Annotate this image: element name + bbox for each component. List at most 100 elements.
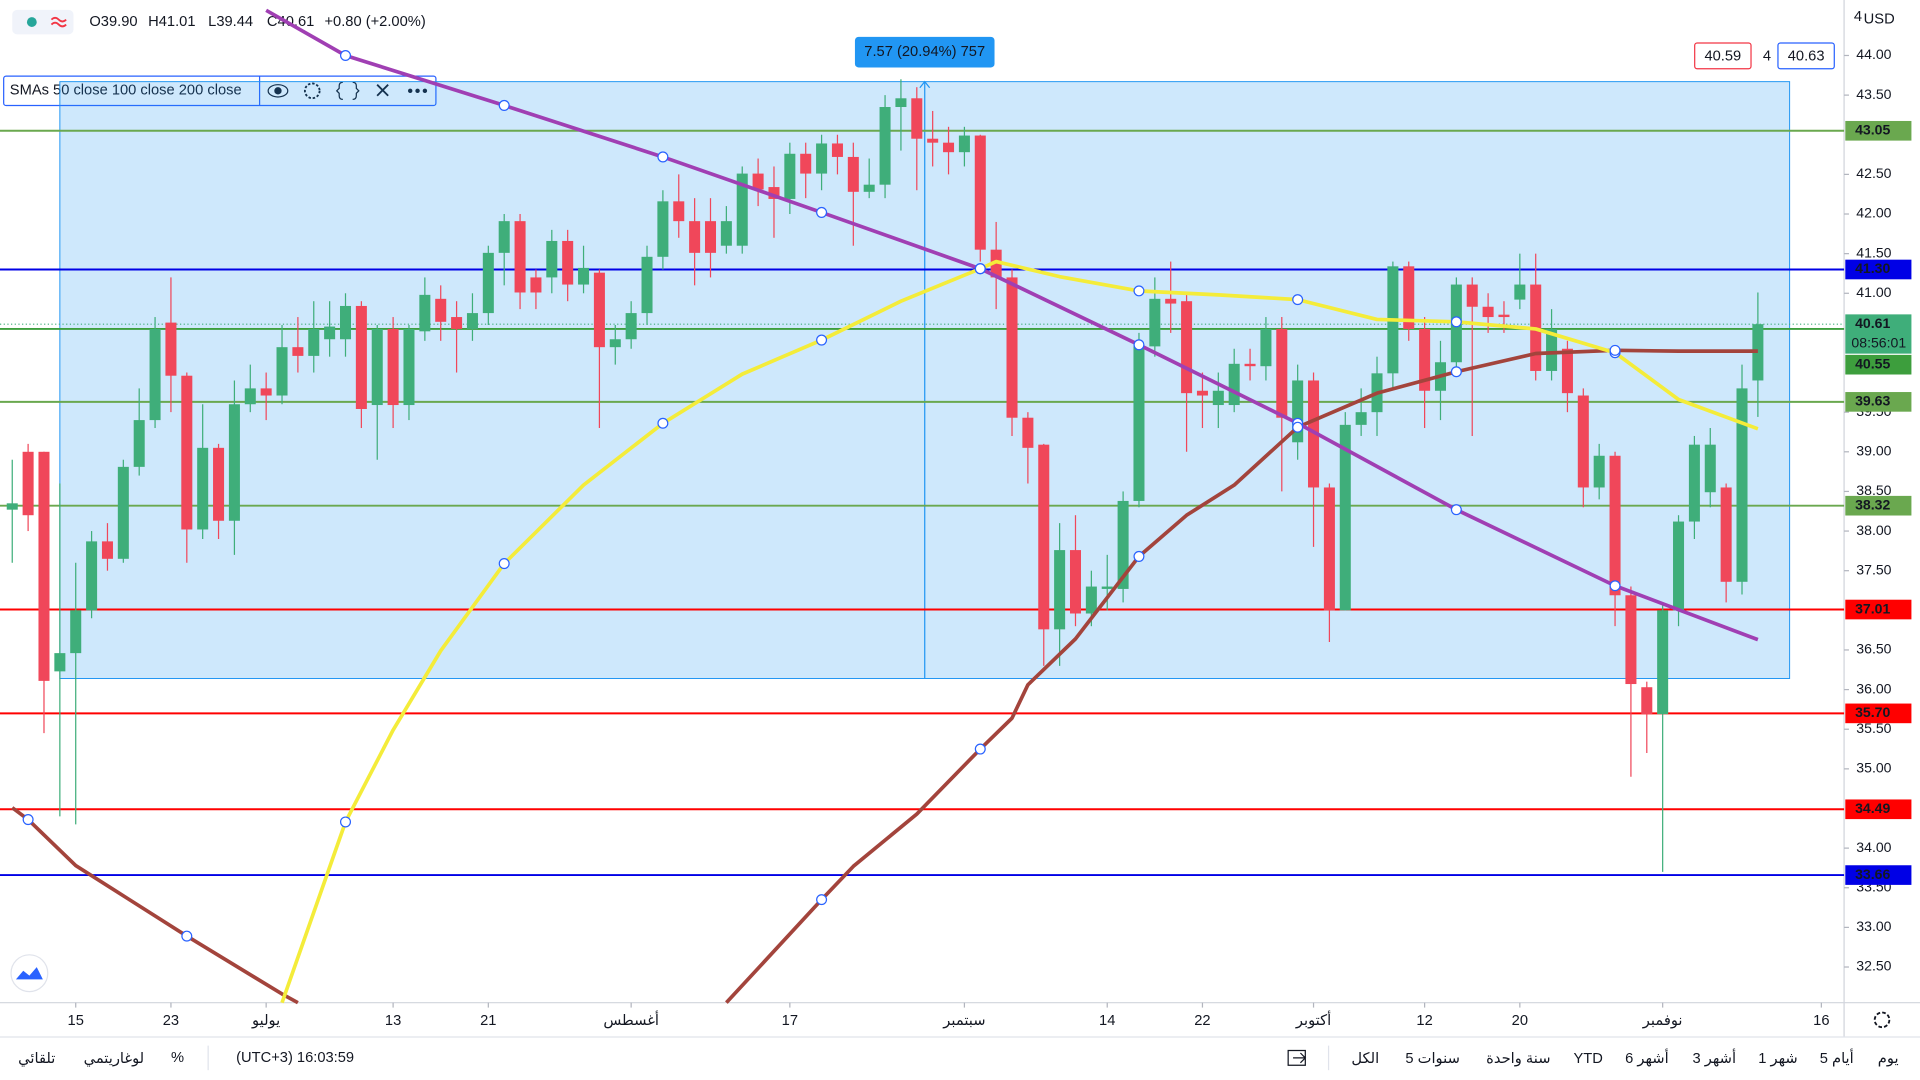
candle-body xyxy=(197,447,209,530)
price-badge-label: 37.01 xyxy=(1855,600,1890,616)
y-tick-label: 37.50 xyxy=(1856,561,1891,577)
candle-body xyxy=(1514,284,1526,300)
candle-body xyxy=(1673,521,1685,611)
candle-body xyxy=(1069,550,1082,614)
more-icon[interactable] xyxy=(408,88,428,94)
sma-handle xyxy=(1133,285,1145,297)
auto-toggle[interactable]: تلقائي xyxy=(18,1051,55,1067)
indicator-frame[interactable] xyxy=(3,75,437,107)
gear-icon[interactable] xyxy=(1873,1011,1891,1029)
dot xyxy=(415,88,420,94)
candle-body xyxy=(1577,395,1589,488)
candle-body xyxy=(22,451,34,516)
status-pill[interactable] xyxy=(12,9,74,35)
timeframe-button[interactable]: 3 أشهر xyxy=(1693,1048,1737,1067)
sma-handle xyxy=(181,930,193,942)
candle-body xyxy=(466,313,478,329)
wave-icon xyxy=(50,16,67,28)
ohlc-value: O39.90 xyxy=(89,14,137,30)
candle-body xyxy=(879,107,891,185)
ask-box[interactable] xyxy=(1777,42,1835,70)
y-tick-label: 33.00 xyxy=(1856,918,1891,934)
bid: 40.59 xyxy=(1704,48,1741,64)
candle-body xyxy=(895,98,907,108)
axis-clip-label: 4 xyxy=(1854,9,1862,25)
candle-body xyxy=(165,322,177,376)
settings-icon[interactable] xyxy=(303,82,321,100)
x-tick-label: 14 xyxy=(1099,1013,1115,1029)
candle-body xyxy=(1355,412,1367,425)
timeframe-button[interactable]: سنة واحدة xyxy=(1486,1051,1550,1067)
candle-body xyxy=(641,256,653,314)
candle-body xyxy=(1466,284,1478,307)
candle-body xyxy=(133,420,145,467)
candle-body xyxy=(1006,277,1018,418)
candle-body xyxy=(1181,301,1193,394)
sma-handle xyxy=(1292,294,1304,306)
candle-body xyxy=(1212,390,1224,406)
x-tick-label: سبتمبر xyxy=(942,1013,985,1029)
sma-handle xyxy=(1450,504,1462,516)
bid-box[interactable] xyxy=(1694,42,1752,70)
sma-handle xyxy=(1609,580,1621,592)
timeframe-button[interactable]: الكل xyxy=(1351,1051,1379,1067)
candle-body xyxy=(371,328,383,406)
timeframe-button[interactable]: 1 شهر xyxy=(1758,1051,1797,1067)
timeframe-button[interactable]: 6 أشهر xyxy=(1625,1048,1669,1067)
measure-label: 7.57 (20.94%) 757 xyxy=(864,44,985,60)
sma-handle xyxy=(1450,316,1462,328)
currency: USD xyxy=(1864,12,1895,28)
gear[interactable] xyxy=(1873,1011,1891,1029)
price-badge xyxy=(1845,599,1912,620)
y-tick-label: 35.50 xyxy=(1856,720,1891,736)
candle-body xyxy=(1165,298,1177,304)
candle-body xyxy=(451,317,463,329)
x-tick-label: 13 xyxy=(385,1013,401,1029)
candle-body xyxy=(1054,550,1066,630)
timeframe-button[interactable]: 5 سنوات xyxy=(1405,1051,1459,1067)
compare-icon[interactable] xyxy=(1287,1049,1307,1066)
log-toggle[interactable]: لوغاريتمي xyxy=(84,1051,145,1067)
timeframe-button[interactable]: يوم xyxy=(1878,1051,1899,1067)
source-icon[interactable] xyxy=(335,81,360,101)
candle-body xyxy=(276,347,288,396)
eye-outline xyxy=(267,84,289,98)
candle-body xyxy=(816,143,828,174)
timeframe-button[interactable]: 5 أيام xyxy=(1820,1048,1854,1067)
y-tick-label: 34.00 xyxy=(1856,839,1891,855)
candle-body xyxy=(752,173,764,190)
logo-circle[interactable] xyxy=(10,954,49,993)
price-badge xyxy=(1845,865,1912,885)
candle-body xyxy=(419,294,431,332)
y-tick-label: 32.50 xyxy=(1856,958,1891,974)
candle-body xyxy=(86,541,98,611)
sma-handle xyxy=(974,743,986,755)
candle-body xyxy=(308,328,320,356)
candle-body xyxy=(974,135,986,250)
eye-icon[interactable] xyxy=(274,87,282,95)
x-tick-label: 17 xyxy=(782,1013,798,1029)
candle-body xyxy=(530,277,542,293)
candle-body xyxy=(704,221,717,253)
candle-body xyxy=(1609,455,1621,596)
candle-body xyxy=(831,143,843,157)
sma-handle xyxy=(1450,366,1462,378)
candle-body xyxy=(673,201,685,222)
candle-body xyxy=(1546,328,1558,371)
candle-body xyxy=(1260,328,1272,367)
sma-handle xyxy=(816,206,828,218)
candle-body xyxy=(863,184,875,192)
sma-handle xyxy=(498,558,510,570)
price-badge xyxy=(1845,354,1912,375)
sma-line xyxy=(280,259,1759,1004)
close-icon[interactable] xyxy=(376,84,389,97)
price-badge xyxy=(1845,314,1912,354)
sma-handle xyxy=(657,417,669,429)
candle-body xyxy=(1339,424,1351,611)
percent-toggle[interactable]: % xyxy=(171,1050,184,1066)
y-tick-label: 42.50 xyxy=(1856,165,1891,181)
y-tick-label: 38.50 xyxy=(1856,482,1891,498)
timeframe-button[interactable]: YTD xyxy=(1573,1051,1602,1067)
candle-body xyxy=(228,404,240,521)
